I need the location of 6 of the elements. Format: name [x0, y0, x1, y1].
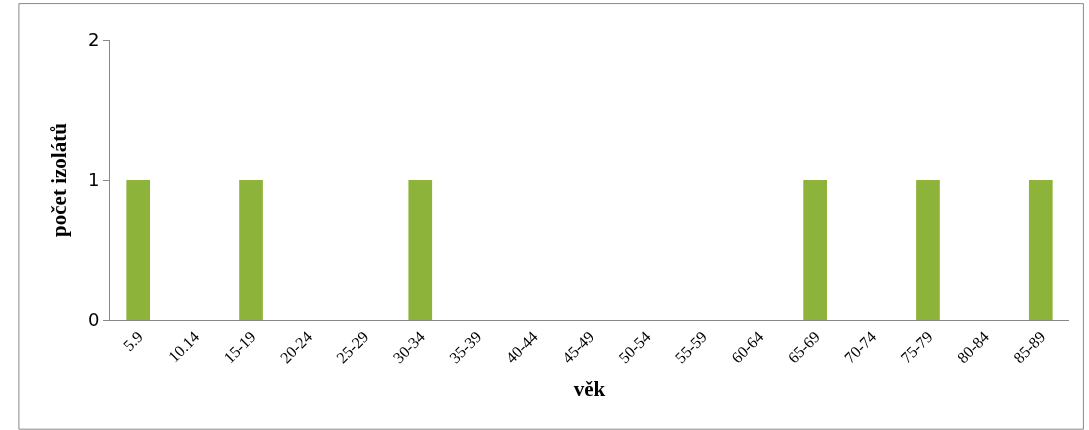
x-axis-title: věk [573, 376, 606, 401]
y-axis-title: počet izolátů [47, 122, 72, 237]
y-tick-label: 1 [87, 169, 100, 191]
y-tick-label: 0 [87, 309, 100, 331]
x-tick-label: 5.9 [119, 327, 146, 355]
y-tick-label: 2 [87, 29, 100, 51]
